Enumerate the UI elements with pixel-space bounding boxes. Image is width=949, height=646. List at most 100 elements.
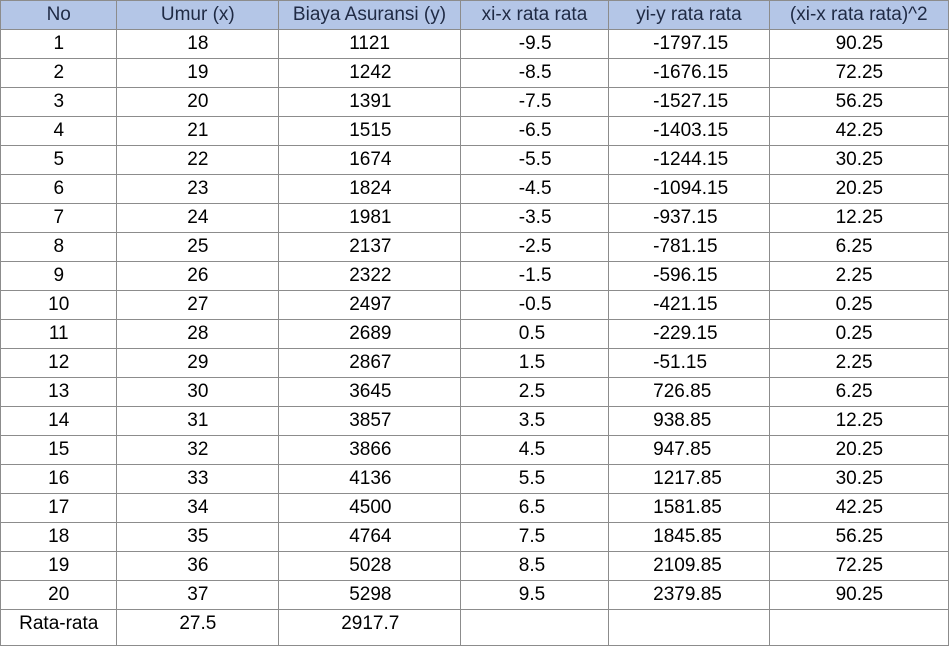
empty-cell[interactable] — [608, 609, 770, 646]
cell-xi-x[interactable]: 4.5 — [459, 435, 610, 465]
cell-umur[interactable]: 36 — [116, 551, 280, 581]
cell-umur[interactable]: 18 — [116, 29, 280, 59]
cell-xi-x-squared[interactable]: 72.25 — [768, 58, 949, 88]
cell-yi-y[interactable]: 938.85 — [608, 406, 770, 436]
cell-biaya[interactable]: 1515 — [278, 116, 461, 146]
cell-xi-x-squared[interactable]: 56.25 — [768, 522, 949, 552]
header-biaya-asuransi[interactable]: Biaya Asuransi (y) — [278, 0, 461, 30]
header-xi-x-deviation[interactable]: xi-x rata rata — [459, 0, 610, 30]
cell-no[interactable]: 4 — [0, 116, 118, 146]
cell-biaya[interactable]: 3645 — [278, 377, 461, 407]
cell-no[interactable]: 15 — [0, 435, 118, 465]
cell-yi-y[interactable]: -937.15 — [608, 203, 770, 233]
cell-yi-y[interactable]: -781.15 — [608, 232, 770, 262]
cell-xi-x[interactable]: -5.5 — [459, 145, 610, 175]
cell-xi-x-squared[interactable]: 42.25 — [768, 116, 949, 146]
cell-xi-x[interactable]: 9.5 — [459, 580, 610, 610]
cell-no[interactable]: 1 — [0, 29, 118, 59]
cell-xi-x[interactable]: -9.5 — [459, 29, 610, 59]
cell-umur[interactable]: 37 — [116, 580, 280, 610]
cell-no[interactable]: 17 — [0, 493, 118, 523]
cell-no[interactable]: 10 — [0, 290, 118, 320]
cell-xi-x[interactable]: 0.5 — [459, 319, 610, 349]
cell-biaya[interactable]: 2137 — [278, 232, 461, 262]
cell-biaya[interactable]: 1391 — [278, 87, 461, 117]
cell-yi-y[interactable]: 1845.85 — [608, 522, 770, 552]
cell-yi-y[interactable]: 947.85 — [608, 435, 770, 465]
cell-xi-x[interactable]: 2.5 — [459, 377, 610, 407]
cell-xi-x-squared[interactable]: 42.25 — [768, 493, 949, 523]
cell-yi-y[interactable]: -1403.15 — [608, 116, 770, 146]
cell-biaya[interactable]: 2497 — [278, 290, 461, 320]
cell-biaya[interactable]: 1824 — [278, 174, 461, 204]
cell-xi-x-squared[interactable]: 30.25 — [768, 145, 949, 175]
cell-umur[interactable]: 32 — [116, 435, 280, 465]
cell-biaya[interactable]: 4764 — [278, 522, 461, 552]
cell-xi-x-squared[interactable]: 90.25 — [768, 29, 949, 59]
cell-no[interactable]: 16 — [0, 464, 118, 494]
cell-biaya[interactable]: 3866 — [278, 435, 461, 465]
cell-xi-x[interactable]: 8.5 — [459, 551, 610, 581]
cell-umur[interactable]: 30 — [116, 377, 280, 407]
cell-umur[interactable]: 26 — [116, 261, 280, 291]
cell-umur[interactable]: 31 — [116, 406, 280, 436]
cell-no[interactable]: 8 — [0, 232, 118, 262]
cell-biaya[interactable]: 1121 — [278, 29, 461, 59]
cell-umur[interactable]: 34 — [116, 493, 280, 523]
header-umur[interactable]: Umur (x) — [116, 0, 280, 30]
cell-biaya[interactable]: 4136 — [278, 464, 461, 494]
cell-xi-x-squared[interactable]: 56.25 — [768, 87, 949, 117]
cell-no[interactable]: 13 — [0, 377, 118, 407]
cell-biaya[interactable]: 1242 — [278, 58, 461, 88]
cell-yi-y[interactable]: -1244.15 — [608, 145, 770, 175]
cell-yi-y[interactable]: -596.15 — [608, 261, 770, 291]
cell-umur[interactable]: 27 — [116, 290, 280, 320]
cell-no[interactable]: 20 — [0, 580, 118, 610]
cell-biaya[interactable]: 1981 — [278, 203, 461, 233]
cell-yi-y[interactable]: 1581.85 — [608, 493, 770, 523]
cell-yi-y[interactable]: 726.85 — [608, 377, 770, 407]
cell-xi-x-squared[interactable]: 30.25 — [768, 464, 949, 494]
cell-xi-x[interactable]: 3.5 — [459, 406, 610, 436]
cell-xi-x[interactable]: 6.5 — [459, 493, 610, 523]
cell-umur[interactable]: 22 — [116, 145, 280, 175]
cell-no[interactable]: 2 — [0, 58, 118, 88]
cell-biaya[interactable]: 5298 — [278, 580, 461, 610]
cell-xi-x[interactable]: 5.5 — [459, 464, 610, 494]
cell-biaya[interactable]: 4500 — [278, 493, 461, 523]
cell-yi-y[interactable]: 1217.85 — [608, 464, 770, 494]
cell-umur[interactable]: 20 — [116, 87, 280, 117]
average-umur[interactable]: 27.5 — [116, 609, 280, 646]
average-biaya[interactable]: 2917.7 — [278, 609, 461, 646]
cell-xi-x-squared[interactable]: 0.25 — [768, 319, 949, 349]
cell-yi-y[interactable]: -1094.15 — [608, 174, 770, 204]
cell-yi-y[interactable]: 2109.85 — [608, 551, 770, 581]
cell-xi-x-squared[interactable]: 20.25 — [768, 435, 949, 465]
cell-no[interactable]: 9 — [0, 261, 118, 291]
cell-yi-y[interactable]: -229.15 — [608, 319, 770, 349]
cell-umur[interactable]: 29 — [116, 348, 280, 378]
header-yi-y-deviation[interactable]: yi-y rata rata — [608, 0, 770, 30]
cell-xi-x[interactable]: -2.5 — [459, 232, 610, 262]
cell-umur[interactable]: 21 — [116, 116, 280, 146]
cell-yi-y[interactable]: -421.15 — [608, 290, 770, 320]
cell-umur[interactable]: 28 — [116, 319, 280, 349]
cell-no[interactable]: 6 — [0, 174, 118, 204]
cell-biaya[interactable]: 5028 — [278, 551, 461, 581]
cell-xi-x[interactable]: 7.5 — [459, 522, 610, 552]
empty-cell[interactable] — [768, 609, 949, 646]
cell-biaya[interactable]: 3857 — [278, 406, 461, 436]
cell-xi-x-squared[interactable]: 2.25 — [768, 261, 949, 291]
cell-xi-x[interactable]: -6.5 — [459, 116, 610, 146]
cell-xi-x-squared[interactable]: 2.25 — [768, 348, 949, 378]
cell-no[interactable]: 14 — [0, 406, 118, 436]
header-xi-x-squared[interactable]: (xi-x rata rata)^2 — [768, 0, 949, 30]
cell-no[interactable]: 12 — [0, 348, 118, 378]
cell-umur[interactable]: 35 — [116, 522, 280, 552]
cell-yi-y[interactable]: 2379.85 — [608, 580, 770, 610]
header-no[interactable]: No — [0, 0, 118, 30]
cell-no[interactable]: 3 — [0, 87, 118, 117]
cell-umur[interactable]: 23 — [116, 174, 280, 204]
cell-no[interactable]: 11 — [0, 319, 118, 349]
cell-xi-x-squared[interactable]: 90.25 — [768, 580, 949, 610]
